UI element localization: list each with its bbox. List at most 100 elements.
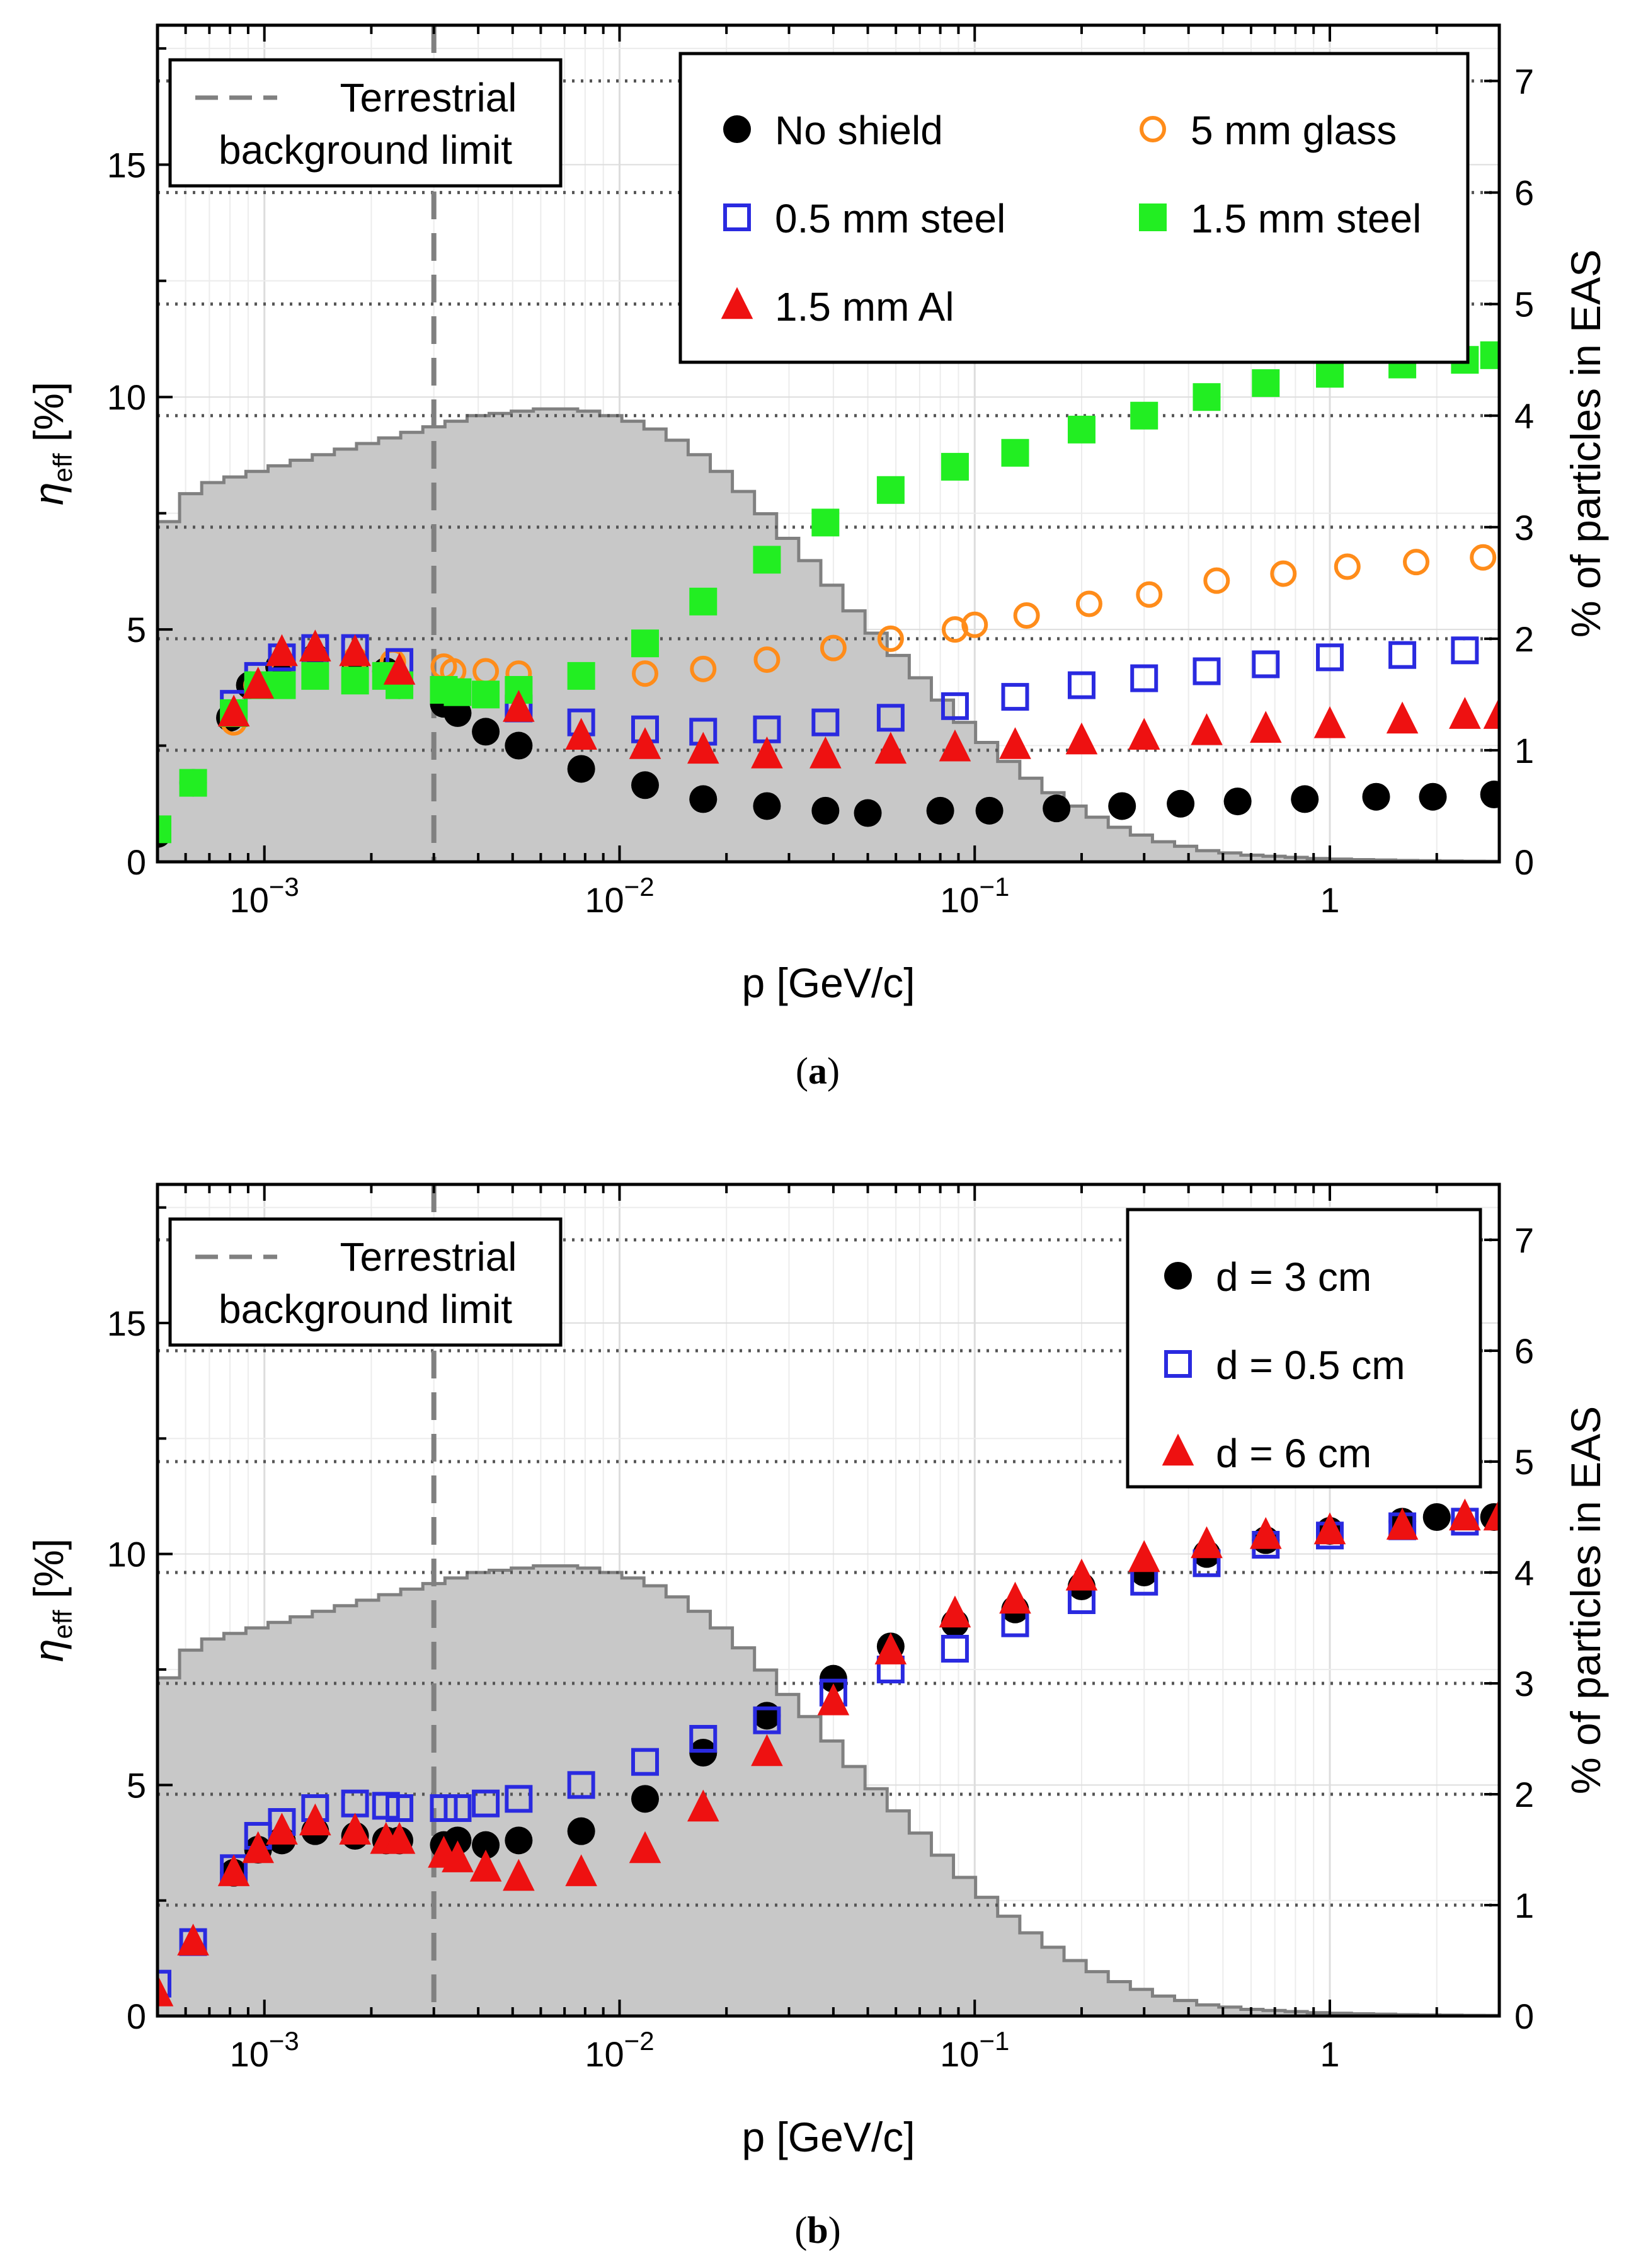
data-point bbox=[503, 690, 535, 722]
data-point bbox=[242, 1831, 275, 1864]
x-tick-label: 10−2 bbox=[585, 872, 654, 920]
data-point bbox=[1191, 713, 1223, 745]
data-point bbox=[442, 1840, 474, 1872]
data-point bbox=[341, 667, 369, 695]
data-point bbox=[1313, 706, 1346, 738]
data-point bbox=[877, 625, 904, 652]
legend-marker bbox=[1164, 1350, 1192, 1378]
data-point bbox=[1316, 360, 1344, 388]
data-point bbox=[157, 815, 171, 844]
y2-tick-label: 1 bbox=[1514, 731, 1534, 770]
data-point bbox=[567, 662, 595, 690]
legend-marker bbox=[1140, 116, 1166, 142]
data-point bbox=[1480, 341, 1499, 369]
data-point bbox=[753, 1702, 781, 1730]
y2-tick-label: 3 bbox=[1514, 1664, 1534, 1704]
data-point bbox=[503, 1858, 535, 1891]
y-axis-right: 0 1 2 3 4 5 6 7 bbox=[1484, 62, 1534, 882]
legend-label: 1.5 mm Al bbox=[775, 284, 954, 329]
y-tick-label: 0 bbox=[127, 1996, 146, 2036]
data-point bbox=[177, 1923, 209, 1956]
data-point bbox=[811, 796, 840, 825]
data-point bbox=[687, 1789, 719, 1822]
series-legend: No shield 5 mm glass 0.5 mm steel 1.5 mm st… bbox=[678, 52, 1470, 364]
legend-label: d = 0.5 cm bbox=[1216, 1343, 1405, 1388]
data-point bbox=[1130, 664, 1158, 692]
data-point bbox=[961, 611, 988, 638]
legend-label: 0.5 mm steel bbox=[775, 196, 1005, 241]
data-point bbox=[472, 1789, 500, 1818]
boundary-legend-label-line1: Terrestrial bbox=[340, 75, 517, 120]
plot-frame bbox=[156, 1183, 1501, 2018]
data-point bbox=[1108, 792, 1136, 820]
data-point bbox=[157, 1974, 174, 2007]
data-point bbox=[266, 1813, 298, 1845]
data-point bbox=[753, 546, 781, 574]
x-axis-title: p [GeV/c] bbox=[741, 2114, 915, 2160]
data-point bbox=[1252, 650, 1280, 679]
x-axis: 10−3 10−2 10−1 1 bbox=[156, 25, 1501, 920]
y-tick-label: 10 bbox=[107, 377, 146, 417]
y2-tick-label: 6 bbox=[1514, 1331, 1534, 1371]
y2-tick-label: 3 bbox=[1514, 508, 1534, 547]
data-point bbox=[383, 1821, 416, 1854]
plot-frame bbox=[156, 23, 1501, 864]
data-point bbox=[1252, 369, 1280, 398]
data-point bbox=[1001, 683, 1029, 711]
data-point bbox=[1065, 1558, 1098, 1591]
data-point bbox=[753, 792, 781, 820]
legend-marker bbox=[1162, 1433, 1194, 1466]
legend-marker bbox=[723, 203, 751, 231]
data-point bbox=[811, 708, 840, 736]
legend-label: d = 3 cm bbox=[1216, 1254, 1371, 1300]
x-tick-label: 10−1 bbox=[940, 872, 1009, 920]
data-point bbox=[1130, 401, 1158, 430]
data-point bbox=[811, 508, 840, 537]
data-point bbox=[1388, 641, 1417, 669]
x-axis-title: p [GeV/c] bbox=[741, 959, 915, 1006]
data-point bbox=[1043, 794, 1071, 823]
series-1-5-mm-al bbox=[217, 629, 1499, 769]
legend-label: No shield bbox=[775, 108, 943, 153]
legend-label: d = 6 cm bbox=[1216, 1431, 1371, 1476]
data-point bbox=[505, 1826, 533, 1855]
data-point bbox=[299, 629, 331, 662]
data-point bbox=[876, 476, 905, 504]
x-tick-label: 10−3 bbox=[230, 872, 299, 920]
y2-tick-label: 7 bbox=[1514, 62, 1534, 101]
data-point bbox=[1386, 701, 1419, 734]
data-point bbox=[809, 736, 842, 769]
data-point bbox=[1167, 789, 1195, 818]
data-point bbox=[268, 671, 296, 699]
data-point bbox=[443, 678, 472, 706]
x-tick-label: 10−1 bbox=[940, 2026, 1009, 2074]
data-point bbox=[1128, 1540, 1160, 1572]
y-tick-label: 15 bbox=[107, 1303, 146, 1343]
data-point bbox=[941, 692, 969, 720]
chart-panel-a: 0 5 10 15 0 1 2 3 4 5 6 7 10−3 10−2 10−1 1 p [GeV/c] ηeff… bbox=[25, 23, 1609, 1092]
boundary-legend-label-line2: background limit bbox=[219, 127, 512, 173]
data-point bbox=[565, 718, 597, 750]
boundary-legend-label-line1: Terrestrial bbox=[340, 1234, 517, 1280]
data-point bbox=[1449, 1498, 1481, 1531]
data-point bbox=[443, 699, 472, 727]
data-point bbox=[690, 655, 717, 682]
data-point bbox=[689, 785, 718, 813]
data-point bbox=[1483, 697, 1499, 729]
data-point bbox=[1270, 560, 1297, 587]
y2-tick-label: 0 bbox=[1514, 1996, 1534, 2036]
data-point bbox=[1449, 697, 1481, 729]
data-point bbox=[505, 1785, 533, 1813]
data-point bbox=[631, 1748, 660, 1776]
data-point bbox=[1470, 544, 1497, 571]
legend-box bbox=[678, 52, 1470, 364]
data-point bbox=[1193, 657, 1221, 685]
data-point bbox=[339, 1813, 371, 1845]
data-point bbox=[1067, 415, 1095, 444]
data-point bbox=[689, 587, 718, 616]
data-point bbox=[1223, 788, 1252, 816]
data-point bbox=[217, 694, 250, 727]
data-point bbox=[874, 1632, 907, 1664]
data-point bbox=[1291, 785, 1319, 813]
data-point bbox=[1483, 1498, 1499, 1531]
